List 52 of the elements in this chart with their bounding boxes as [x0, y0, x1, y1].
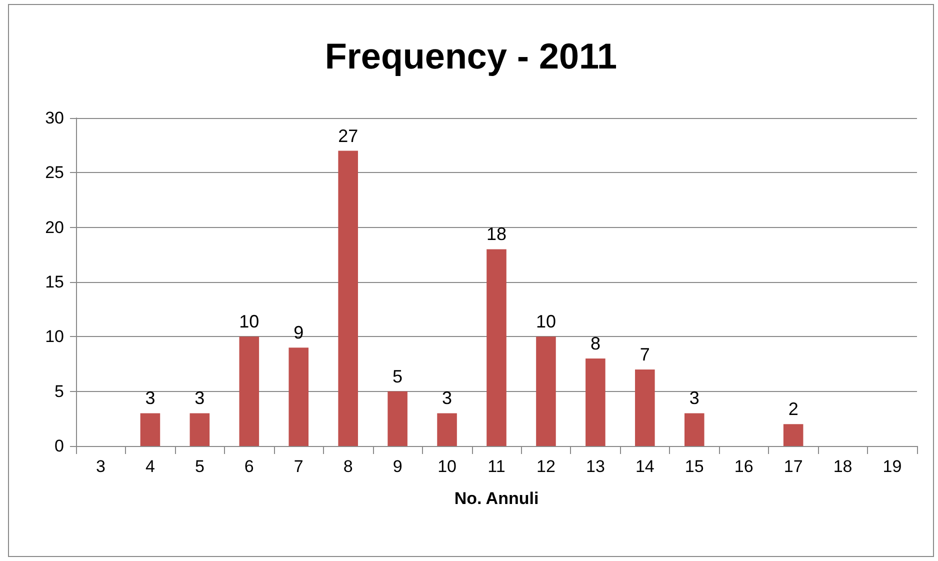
y-tick-label: 30 — [45, 108, 64, 128]
x-tick-label: 11 — [488, 457, 506, 476]
x-tick-label: 13 — [586, 457, 605, 476]
data-label: 2 — [788, 399, 798, 420]
data-label: 3 — [442, 388, 452, 408]
bar — [536, 336, 556, 446]
data-label: 3 — [194, 388, 205, 408]
y-tick-label: 15 — [45, 272, 64, 292]
data-label: 7 — [640, 344, 650, 364]
data-label: 10 — [239, 312, 260, 332]
data-label: 5 — [392, 366, 403, 386]
data-label: 10 — [536, 312, 556, 332]
bar — [437, 413, 457, 446]
x-tick-label: 15 — [684, 457, 704, 476]
x-tick-label: 7 — [294, 457, 304, 476]
bar — [338, 150, 358, 446]
data-label: 9 — [294, 322, 304, 343]
x-tick-label: 14 — [635, 457, 654, 476]
y-tick-label: 10 — [45, 327, 64, 346]
x-tick-label: 19 — [882, 457, 902, 476]
x-tick-label: 17 — [784, 457, 803, 476]
y-tick-label: 5 — [54, 382, 64, 401]
bar — [486, 249, 506, 446]
x-tick-label: 16 — [734, 457, 754, 476]
data-label: 3 — [145, 388, 156, 408]
bar — [190, 413, 210, 446]
x-tick-label: 12 — [536, 457, 556, 476]
x-tick-label: 6 — [244, 457, 254, 476]
y-tick-label: 25 — [45, 163, 64, 182]
bar — [288, 348, 309, 446]
x-tick-label: 3 — [96, 457, 106, 476]
bar — [635, 369, 655, 446]
x-tick-label: 8 — [343, 457, 353, 476]
data-label: 27 — [338, 126, 358, 146]
x-tick-label: 10 — [438, 457, 456, 476]
bar — [586, 358, 606, 446]
x-tick-label: 5 — [194, 457, 204, 476]
data-label: 18 — [486, 224, 507, 244]
bar — [140, 413, 160, 446]
bar — [239, 336, 260, 446]
y-tick-label: 20 — [45, 218, 64, 237]
data-label: 8 — [590, 334, 600, 354]
chart-title: Frequency - 2011 — [324, 36, 618, 76]
bar — [684, 413, 704, 446]
x-tick-label: 9 — [392, 457, 402, 476]
bar — [783, 424, 804, 446]
x-tick-label: 4 — [145, 457, 155, 476]
y-tick-label: 0 — [54, 436, 64, 456]
data-label: 3 — [689, 388, 700, 408]
bar — [388, 391, 408, 446]
x-tick-label: 18 — [833, 457, 852, 476]
x-axis-title: No. Annuli — [454, 489, 539, 508]
